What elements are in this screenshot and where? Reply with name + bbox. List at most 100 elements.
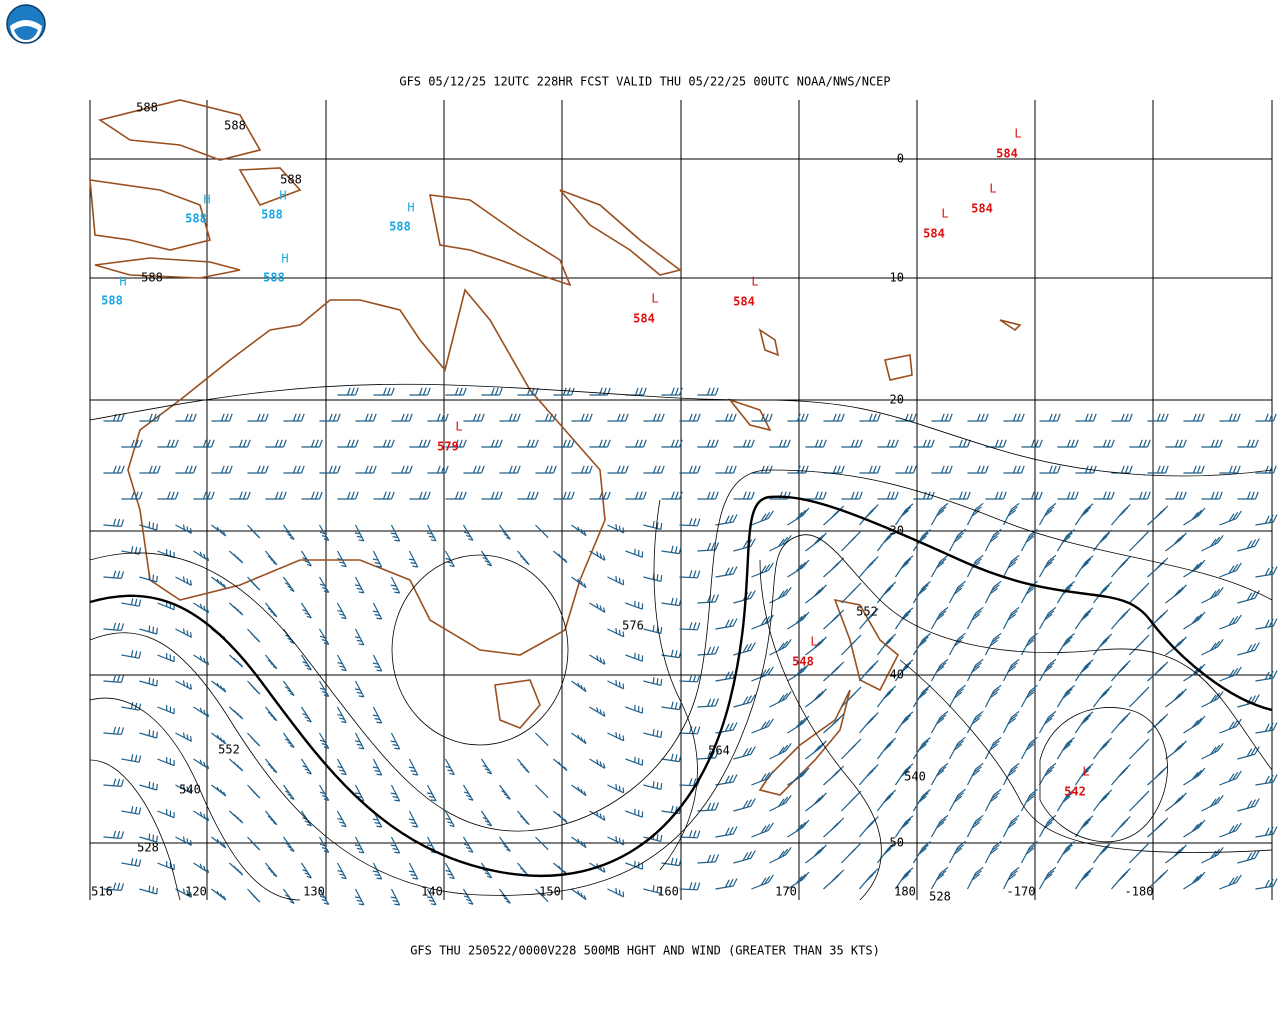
wind-barb	[823, 413, 845, 422]
wind-barb	[1255, 878, 1278, 890]
wind-barb	[841, 491, 863, 500]
wind-barb	[966, 502, 984, 526]
low-value: 584	[996, 147, 1018, 161]
wind-barb	[1074, 607, 1094, 630]
wind-barb	[751, 465, 773, 474]
contour-label: 528	[137, 841, 159, 855]
wind-barb	[426, 784, 437, 802]
wind-barb	[1183, 871, 1206, 890]
wind-barb	[1255, 774, 1278, 786]
wind-barb	[1056, 737, 1075, 760]
wind-barb	[607, 732, 625, 742]
wind-barb	[787, 767, 810, 786]
wind-barb	[481, 491, 503, 500]
wind-barb	[589, 810, 606, 821]
wind-barb	[1183, 413, 1205, 422]
wind-barb	[949, 491, 971, 500]
wind-barb	[463, 465, 485, 474]
wind-barb	[282, 784, 295, 801]
wind-barb	[661, 545, 682, 555]
wind-barb	[859, 660, 879, 682]
wind-barb	[103, 465, 125, 474]
high-symbol: H	[281, 252, 288, 266]
wind-barb	[1003, 413, 1025, 422]
wind-barb	[607, 413, 629, 422]
wind-barb	[1057, 439, 1079, 448]
wind-barb	[805, 636, 827, 656]
wind-barb	[1165, 439, 1187, 448]
wind-barb	[1020, 684, 1038, 708]
wind-barb	[193, 654, 210, 666]
wind-barb	[643, 677, 663, 686]
wind-barb	[175, 680, 192, 690]
wind-barb	[715, 465, 737, 474]
wind-barb	[463, 413, 485, 422]
wind-barb	[1129, 530, 1150, 552]
wind-barb	[1165, 844, 1187, 864]
wind-barb	[966, 554, 984, 578]
wind-barb	[1038, 762, 1057, 786]
wind-barb	[787, 663, 810, 682]
wind-barb	[517, 491, 539, 500]
wind-barb	[876, 789, 897, 812]
wind-barb	[643, 573, 663, 582]
wind-barb	[282, 836, 295, 853]
wind-barb	[300, 550, 312, 567]
wind-barb	[859, 712, 879, 734]
wind-barb	[498, 524, 511, 540]
wind-barb	[229, 602, 244, 616]
wind-barb	[805, 491, 827, 500]
wind-barb	[985, 439, 1007, 448]
wind-barb	[372, 654, 383, 672]
wind-barb	[625, 756, 644, 766]
wind-barb	[354, 576, 365, 594]
wind-barb	[1201, 795, 1224, 812]
wind-barb	[1093, 491, 1115, 500]
wind-barb	[823, 557, 845, 578]
wind-barb	[625, 652, 644, 662]
wind-barb	[373, 439, 395, 448]
wind-barb	[282, 680, 295, 697]
wind-barb	[661, 805, 682, 815]
low-symbol: L	[1014, 127, 1021, 141]
wind-barb	[372, 758, 383, 776]
wind-barb	[336, 602, 347, 620]
wind-barb	[948, 632, 966, 656]
wind-barb	[876, 685, 897, 708]
wind-barb	[1038, 814, 1057, 838]
wind-barb	[679, 518, 701, 527]
wind-barb	[1021, 439, 1043, 448]
wind-barb	[697, 854, 720, 864]
wind-barb	[1129, 634, 1150, 656]
wind-barb	[841, 842, 862, 864]
wind-barb	[175, 732, 192, 742]
wind-barb	[247, 836, 261, 851]
wind-barb	[1147, 661, 1169, 682]
wind-barb	[1255, 465, 1277, 474]
wind-barb	[823, 869, 845, 890]
wind-barb	[1237, 491, 1259, 500]
wind-barb	[787, 413, 809, 422]
wind-barb	[426, 888, 437, 906]
wind-barb	[679, 570, 701, 579]
wind-barb	[445, 439, 467, 448]
wind-barb	[318, 836, 330, 853]
wind-barb	[1219, 666, 1242, 682]
contour-label: 528	[929, 890, 951, 904]
wind-barb	[337, 491, 359, 500]
wind-barb	[247, 784, 261, 799]
wind-barb	[247, 680, 261, 695]
low-symbol: L	[989, 182, 996, 196]
wind-barb	[715, 878, 738, 890]
wind-barb	[157, 809, 175, 819]
wind-barb	[912, 789, 931, 812]
wind-barb	[354, 628, 365, 646]
contour-label: 588	[280, 173, 302, 187]
wind-barb	[193, 810, 210, 822]
wind-barb	[679, 413, 701, 422]
wind-barb	[193, 439, 215, 448]
wind-barb	[337, 439, 359, 448]
wind-barb	[229, 439, 251, 448]
wind-barb	[931, 465, 953, 474]
